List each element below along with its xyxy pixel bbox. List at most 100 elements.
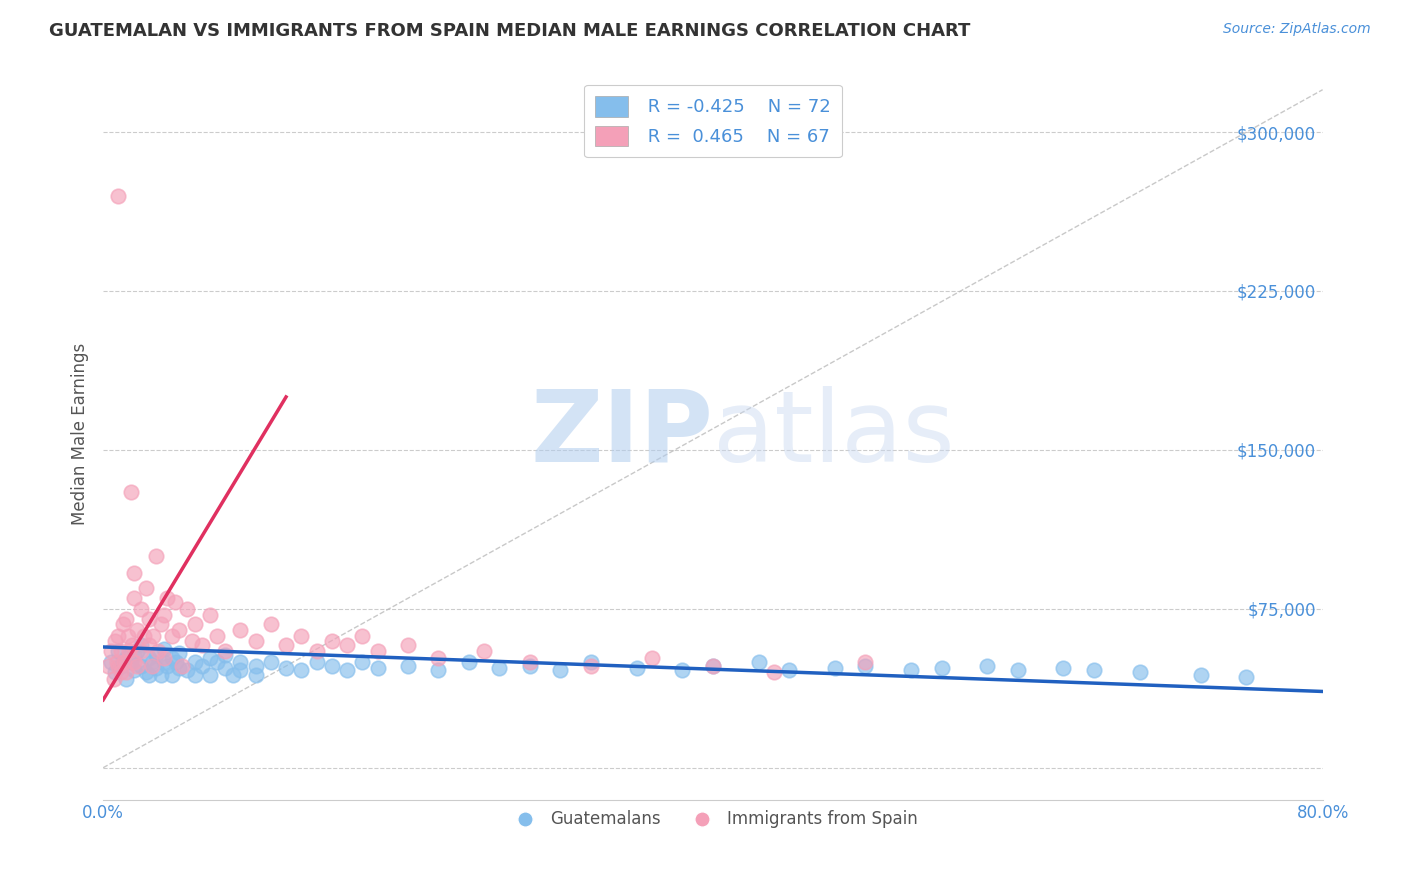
- Point: [352, 629, 374, 643]
- Point: [103, 672, 125, 686]
- Point: [107, 659, 129, 673]
- Point: [153, 642, 176, 657]
- Point: [336, 638, 359, 652]
- Point: [120, 485, 142, 500]
- Point: [156, 659, 179, 673]
- Point: [145, 549, 167, 563]
- Point: [107, 629, 129, 643]
- Point: [125, 623, 148, 637]
- Point: [114, 655, 136, 669]
- Point: [427, 650, 450, 665]
- Point: [176, 663, 198, 677]
- Point: [122, 591, 145, 606]
- Point: [229, 655, 252, 669]
- Point: [824, 661, 846, 675]
- Point: [488, 661, 510, 675]
- Point: [120, 655, 142, 669]
- Point: [641, 650, 664, 665]
- Point: [138, 667, 160, 681]
- Point: [183, 667, 205, 681]
- Point: [519, 655, 541, 669]
- Point: [141, 659, 163, 673]
- Point: [163, 595, 186, 609]
- Point: [118, 644, 141, 658]
- Point: [142, 629, 165, 643]
- Point: [245, 633, 267, 648]
- Point: [367, 661, 389, 675]
- Point: [900, 663, 922, 677]
- Point: [1007, 663, 1029, 677]
- Point: [135, 581, 157, 595]
- Point: [145, 661, 167, 675]
- Point: [160, 650, 183, 665]
- Point: [762, 665, 785, 680]
- Point: [153, 655, 176, 669]
- Point: [427, 663, 450, 677]
- Point: [702, 659, 724, 673]
- Point: [579, 655, 602, 669]
- Point: [274, 661, 297, 675]
- Point: [129, 644, 152, 658]
- Point: [352, 655, 374, 669]
- Point: [121, 638, 143, 652]
- Point: [100, 655, 122, 669]
- Point: [180, 633, 202, 648]
- Point: [853, 655, 876, 669]
- Point: [129, 602, 152, 616]
- Point: [198, 608, 221, 623]
- Point: [207, 655, 229, 669]
- Point: [260, 655, 283, 669]
- Point: [129, 659, 152, 673]
- Point: [229, 623, 252, 637]
- Point: [115, 665, 138, 680]
- Point: [229, 663, 252, 677]
- Point: [160, 667, 183, 681]
- Text: GUATEMALAN VS IMMIGRANTS FROM SPAIN MEDIAN MALE EARNINGS CORRELATION CHART: GUATEMALAN VS IMMIGRANTS FROM SPAIN MEDI…: [49, 22, 970, 40]
- Y-axis label: Median Male Earnings: Median Male Earnings: [72, 343, 89, 525]
- Point: [579, 659, 602, 673]
- Point: [198, 650, 221, 665]
- Point: [169, 623, 191, 637]
- Point: [115, 612, 138, 626]
- Point: [976, 659, 998, 673]
- Point: [183, 655, 205, 669]
- Point: [183, 616, 205, 631]
- Point: [222, 667, 245, 681]
- Point: [290, 663, 312, 677]
- Point: [165, 655, 187, 669]
- Point: [778, 663, 800, 677]
- Point: [107, 188, 129, 202]
- Point: [1234, 670, 1257, 684]
- Point: [129, 638, 152, 652]
- Point: [153, 650, 176, 665]
- Point: [458, 655, 481, 669]
- Text: Source: ZipAtlas.com: Source: ZipAtlas.com: [1223, 22, 1371, 37]
- Point: [125, 644, 148, 658]
- Point: [156, 591, 179, 606]
- Point: [191, 659, 214, 673]
- Point: [138, 650, 160, 665]
- Point: [153, 608, 176, 623]
- Point: [172, 659, 194, 673]
- Point: [853, 659, 876, 673]
- Point: [748, 655, 770, 669]
- Point: [1189, 667, 1212, 681]
- Point: [110, 659, 132, 673]
- Point: [150, 667, 173, 681]
- Point: [104, 633, 127, 648]
- Point: [321, 633, 343, 648]
- Point: [207, 629, 229, 643]
- Point: [305, 644, 328, 658]
- Point: [191, 638, 214, 652]
- Point: [336, 663, 359, 677]
- Point: [146, 644, 169, 658]
- Point: [169, 646, 191, 660]
- Point: [305, 655, 328, 669]
- Legend: Guatemalans, Immigrants from Spain: Guatemalans, Immigrants from Spain: [502, 804, 924, 835]
- Point: [115, 672, 138, 686]
- Point: [169, 661, 191, 675]
- Point: [198, 667, 221, 681]
- Point: [214, 644, 236, 658]
- Text: atlas: atlas: [713, 385, 955, 483]
- Point: [122, 663, 145, 677]
